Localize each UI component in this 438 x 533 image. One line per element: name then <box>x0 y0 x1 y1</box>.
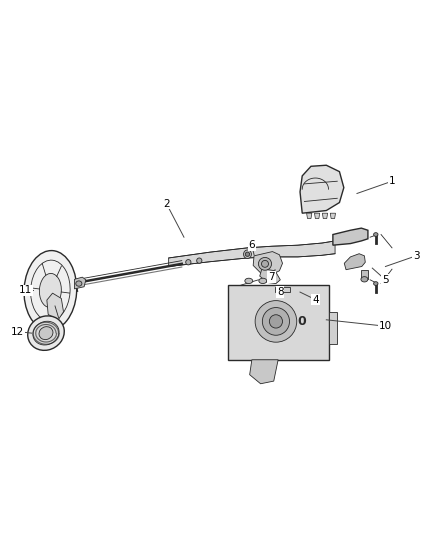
Ellipse shape <box>197 258 202 263</box>
Polygon shape <box>74 277 86 289</box>
Polygon shape <box>330 213 336 219</box>
Text: 2: 2 <box>163 199 170 208</box>
Ellipse shape <box>39 273 61 308</box>
Text: 6: 6 <box>248 240 255 250</box>
Ellipse shape <box>24 251 77 330</box>
Polygon shape <box>314 213 320 219</box>
Ellipse shape <box>245 252 250 256</box>
Ellipse shape <box>39 327 53 340</box>
Text: 4: 4 <box>312 295 319 304</box>
Polygon shape <box>322 213 328 219</box>
Text: 11: 11 <box>19 286 32 295</box>
Polygon shape <box>260 269 280 284</box>
Ellipse shape <box>262 308 290 335</box>
Ellipse shape <box>258 257 272 270</box>
Ellipse shape <box>33 321 59 345</box>
Ellipse shape <box>269 314 283 328</box>
Polygon shape <box>361 270 368 279</box>
Ellipse shape <box>374 281 378 286</box>
Ellipse shape <box>244 250 251 259</box>
Text: 5: 5 <box>382 275 389 285</box>
Polygon shape <box>307 213 312 219</box>
Text: 1: 1 <box>389 176 396 186</box>
FancyBboxPatch shape <box>228 285 328 360</box>
Ellipse shape <box>261 260 268 267</box>
Text: 8: 8 <box>277 287 284 297</box>
Polygon shape <box>250 360 278 384</box>
Text: 10: 10 <box>379 321 392 331</box>
Ellipse shape <box>186 260 191 265</box>
Text: 7: 7 <box>268 272 275 282</box>
Text: 3: 3 <box>413 251 420 261</box>
Polygon shape <box>300 165 344 213</box>
Ellipse shape <box>28 316 64 350</box>
Polygon shape <box>169 241 335 266</box>
Ellipse shape <box>259 278 267 284</box>
Polygon shape <box>47 293 64 320</box>
Ellipse shape <box>255 301 297 342</box>
Polygon shape <box>344 254 365 270</box>
Polygon shape <box>333 228 368 245</box>
Polygon shape <box>253 252 283 275</box>
Text: 12: 12 <box>11 327 24 336</box>
Ellipse shape <box>361 277 368 282</box>
Polygon shape <box>328 312 337 344</box>
Ellipse shape <box>76 281 82 286</box>
Text: 0: 0 <box>298 315 307 328</box>
Polygon shape <box>275 287 290 292</box>
Ellipse shape <box>245 278 253 284</box>
Ellipse shape <box>374 232 378 237</box>
